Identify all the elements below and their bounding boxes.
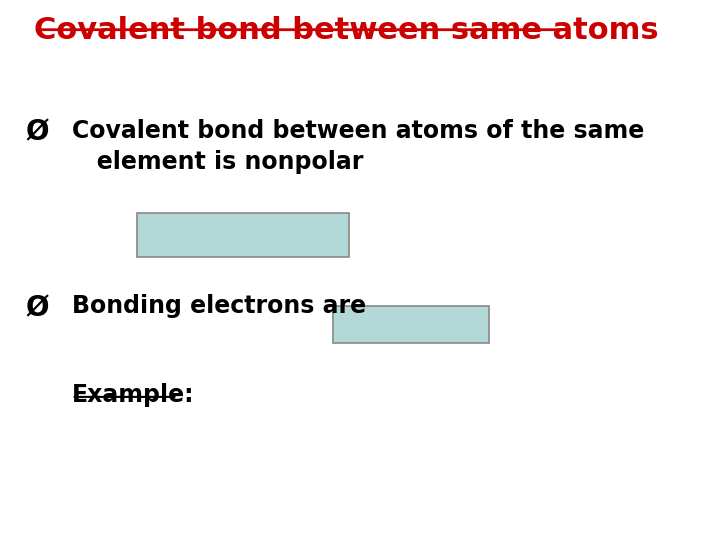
Text: Bonding electrons are: Bonding electrons are [71,294,366,318]
Text: Ø: Ø [25,294,48,322]
FancyBboxPatch shape [137,213,348,256]
Text: Covalent bond between atoms of the same
   element is nonpolar: Covalent bond between atoms of the same … [71,119,644,174]
Text: Covalent bond between same atoms: Covalent bond between same atoms [35,16,659,45]
Text: Ø: Ø [25,119,48,147]
Text: Example:: Example: [71,383,194,407]
FancyBboxPatch shape [333,306,489,343]
